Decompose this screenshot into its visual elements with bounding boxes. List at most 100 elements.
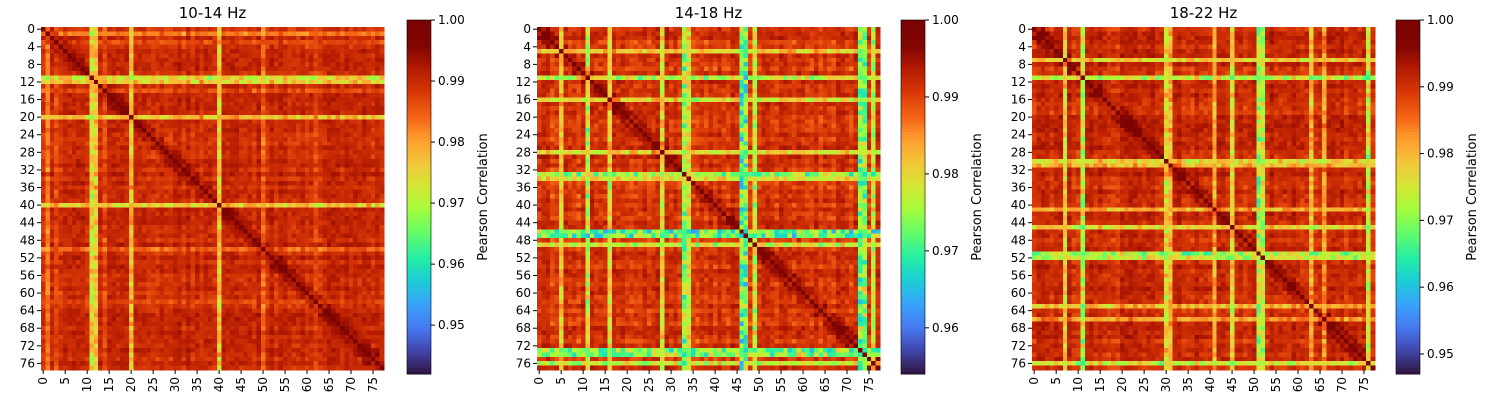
heatmap-cell (278, 89, 283, 94)
heatmap-cell (98, 111, 103, 116)
heatmap-cell (107, 163, 112, 168)
heatmap-cell (239, 264, 244, 269)
heatmap-cell (239, 229, 244, 234)
heatmap-cell (160, 247, 165, 252)
heatmap-cell (81, 220, 86, 225)
heatmap-cell (186, 194, 191, 199)
heatmap-cell (213, 89, 218, 94)
heatmap-cell (362, 137, 367, 142)
heatmap-cell (278, 207, 283, 212)
heatmap-cell (274, 97, 279, 102)
heatmap-cell (213, 212, 218, 217)
heatmap-cell (256, 304, 261, 309)
heatmap-cell (59, 242, 64, 247)
heatmap-cell (296, 212, 301, 217)
heatmap-cell (72, 128, 77, 133)
heatmap-cell (129, 159, 134, 164)
heatmap-cell (336, 229, 341, 234)
heatmap-cell (155, 106, 160, 111)
heatmap-cell (89, 137, 94, 142)
heatmap-cell (155, 220, 160, 225)
heatmap-cell (318, 133, 323, 138)
heatmap-cell (314, 247, 319, 252)
heatmap-cell (336, 133, 341, 138)
heatmap-cell (305, 247, 310, 252)
heatmap-cell (107, 269, 112, 274)
heatmap-cell (50, 75, 55, 80)
heatmap-cell (186, 190, 191, 195)
heatmap-cell (344, 62, 349, 67)
heatmap-cell (230, 89, 235, 94)
heatmap-cell (208, 58, 213, 63)
heatmap-cell (177, 203, 182, 208)
heatmap-cell (125, 128, 130, 133)
heatmap-cell (283, 194, 288, 199)
heatmap-cell (45, 269, 50, 274)
heatmap-cell (349, 247, 354, 252)
heatmap-cell (287, 27, 292, 32)
heatmap-cell (116, 260, 121, 265)
heatmap-cell (309, 177, 314, 182)
heatmap-cell (50, 80, 55, 85)
heatmap-cell (340, 67, 345, 72)
heatmap-cell (296, 27, 301, 32)
heatmap-cell (89, 150, 94, 155)
heatmap-cell (191, 40, 196, 45)
heatmap-cell (340, 278, 345, 283)
heatmap-cell (133, 40, 138, 45)
heatmap-cell (169, 150, 174, 155)
heatmap-cell (138, 181, 143, 186)
heatmap-cell (155, 251, 160, 256)
heatmap-cell (327, 27, 332, 32)
heatmap-cell (358, 40, 363, 45)
heatmap-cell (217, 36, 222, 41)
heatmap-cell (327, 58, 332, 63)
heatmap-cell (85, 163, 90, 168)
heatmap-cell (54, 234, 59, 239)
heatmap-cell (50, 234, 55, 239)
heatmap-cell (67, 133, 72, 138)
heatmap-cell (133, 163, 138, 168)
heatmap-cell (314, 295, 319, 300)
heatmap-cell (67, 80, 72, 85)
heatmap-cell (41, 40, 46, 45)
heatmap-cell (138, 185, 143, 190)
heatmap-cell (375, 216, 380, 221)
heatmap-cell (226, 119, 231, 124)
heatmap-cell (173, 216, 178, 221)
heatmap-cell (120, 264, 125, 269)
heatmap-cell (340, 53, 345, 58)
heatmap-cell (89, 93, 94, 98)
heatmap-cell (67, 45, 72, 50)
heatmap-cell (256, 199, 261, 204)
heatmap-cell (54, 111, 59, 116)
heatmap-cell (230, 71, 235, 76)
heatmap-cell (81, 93, 86, 98)
heatmap-cell (125, 260, 130, 265)
heatmap-cell (217, 89, 222, 94)
heatmap-cell (142, 300, 147, 305)
heatmap-cell (283, 62, 288, 67)
heatmap-cell (50, 181, 55, 186)
heatmap-cell (252, 133, 257, 138)
heatmap-cell (208, 27, 213, 32)
heatmap-cell (234, 177, 239, 182)
heatmap-cell (265, 159, 270, 164)
heatmap-cell (344, 106, 349, 111)
heatmap-cell (270, 106, 275, 111)
heatmap-cell (283, 286, 288, 291)
heatmap-cell (278, 203, 283, 208)
heatmap-cell (252, 300, 257, 305)
heatmap-cell (76, 133, 81, 138)
heatmap-cell (63, 207, 68, 212)
heatmap-cell (182, 286, 187, 291)
heatmap-cell (239, 168, 244, 173)
heatmap-cell (327, 260, 332, 265)
heatmap-cell (103, 75, 108, 80)
heatmap-cell (182, 45, 187, 50)
heatmap-cell (85, 256, 90, 261)
heatmap-cell (243, 36, 248, 41)
heatmap-cell (111, 295, 116, 300)
heatmap-cell (81, 286, 86, 291)
heatmap-cell (322, 251, 327, 256)
